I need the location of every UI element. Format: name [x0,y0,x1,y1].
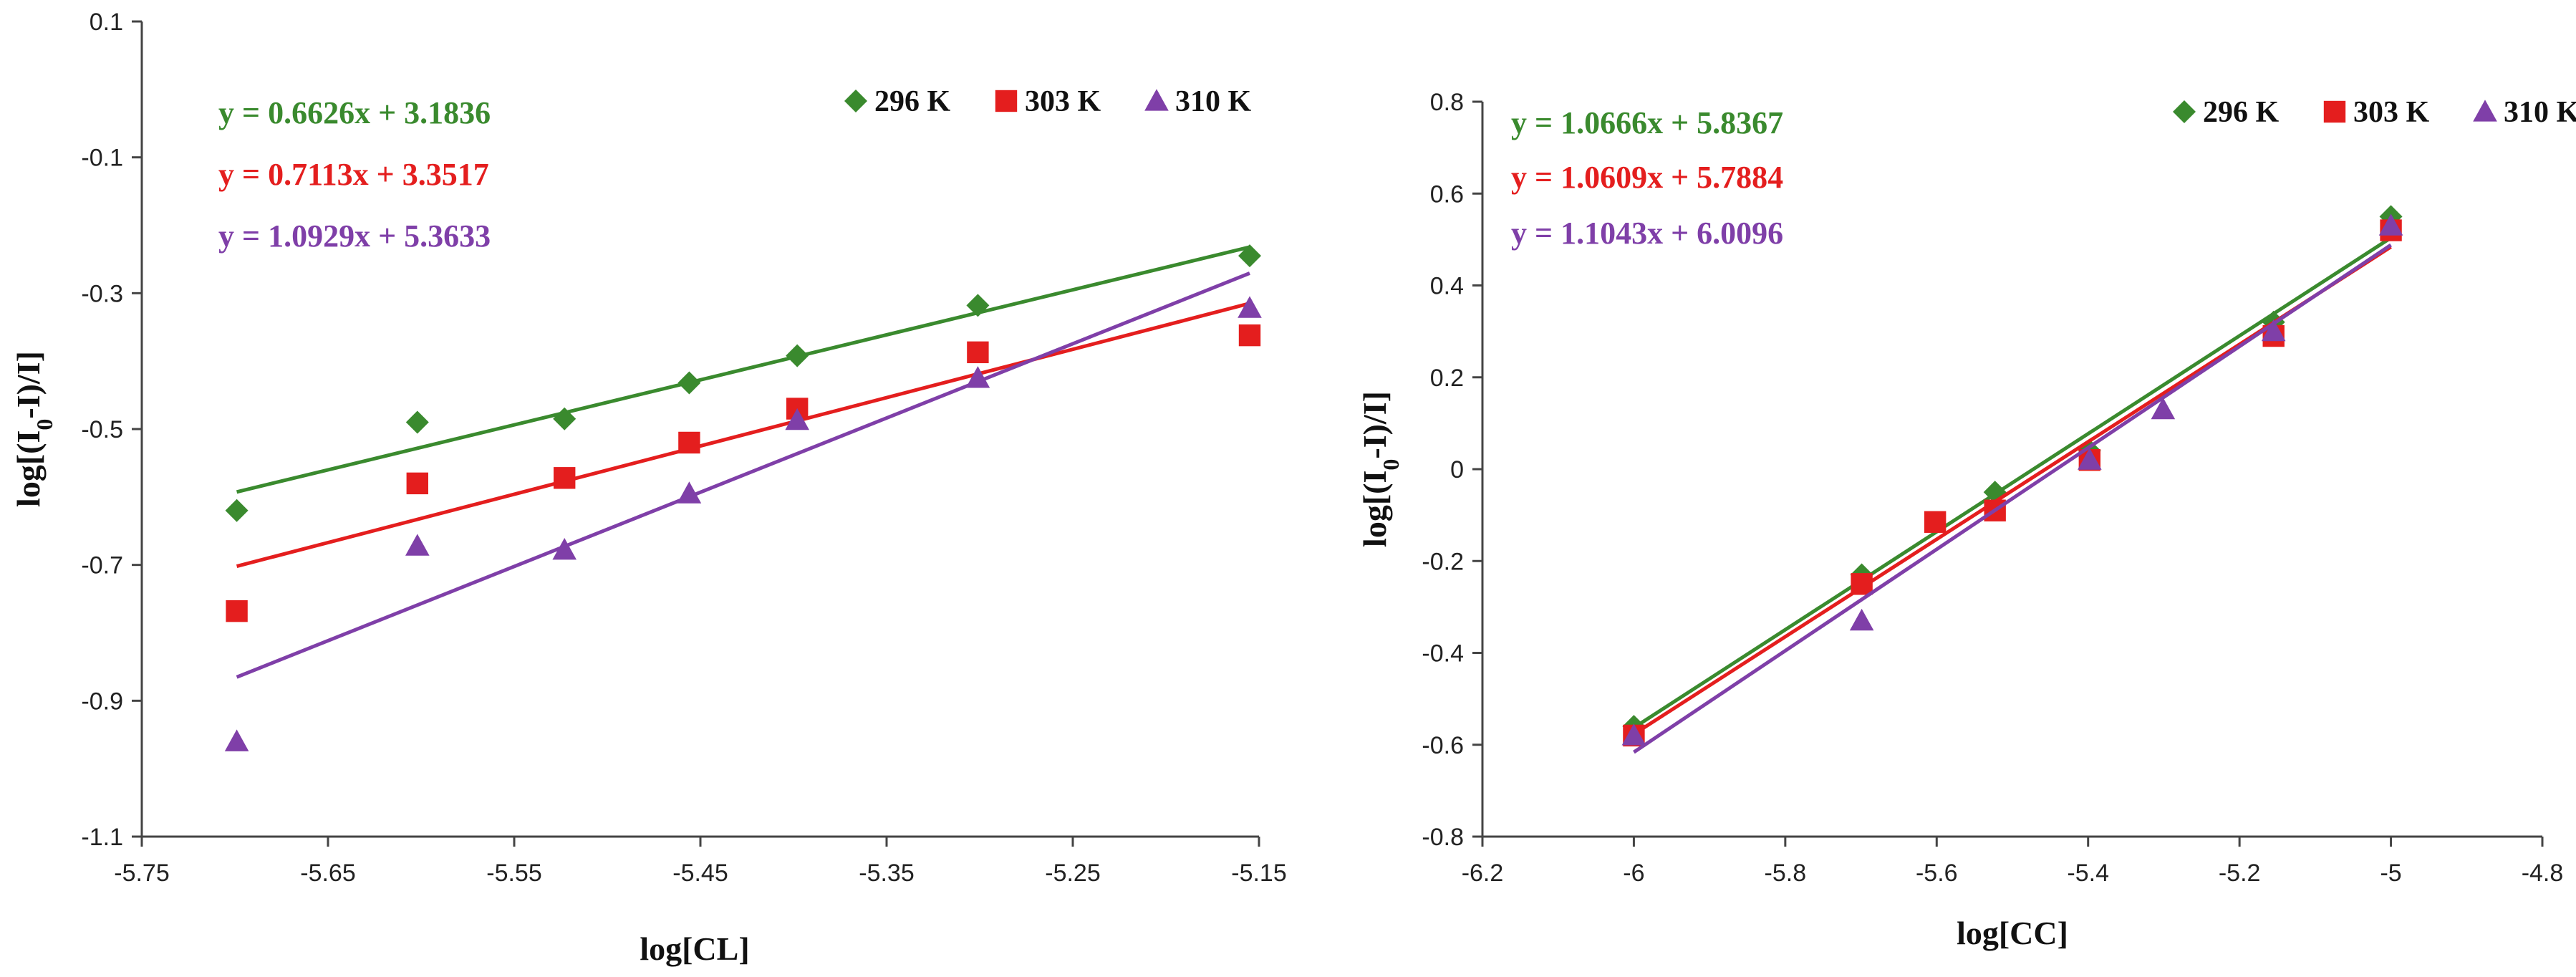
y-axis-label: log[(I0-I)/I] [1356,391,1404,547]
legend-label: 310 K [2504,96,2576,129]
y-tick-label: 0.6 [1430,181,1464,208]
x-tick-label: -5.4 [2067,860,2109,887]
data-point-triangle [405,534,430,556]
data-point-triangle [224,729,249,751]
legend-label: 303 K [2353,96,2430,129]
trendline-diamond [236,245,1250,494]
trendline-triangle [236,271,1250,679]
x-tick-label: -5 [2380,860,2401,887]
legend-label: 303 K [1025,85,1101,118]
data-point-triangle [1238,296,1262,318]
data-point-square [1924,511,1947,533]
data-point-triangle [785,408,809,430]
y-tick-label: 0.4 [1430,273,1464,300]
data-point-triangle [965,366,990,388]
data-point-triangle [677,481,702,504]
y-tick-label: -0.3 [81,280,123,307]
x-tick-label: -5.2 [2219,860,2261,887]
data-point-triangle [1621,723,1646,746]
y-axis-label-part: -I)/I] [1356,391,1393,459]
data-point-triangle [2261,319,2286,342]
legend-marker-diamond [844,90,867,112]
x-tick-label: -5.75 [114,860,170,887]
x-axis-label: log[CC] [1957,915,2068,951]
data-point-square [1238,324,1261,347]
x-tick-label: -5.35 [859,860,915,887]
y-tick-label: 0.8 [1430,89,1464,116]
chart-right-cc: -0.8 -0.6 -0.4 -0.2 0 0.2 0.4 0.6 0.8 -6.2 -6 -5.8 -… [1356,89,2576,951]
data-point-square [1851,573,1873,595]
trendline-equation: y = 1.0666x + 5.8367 [1511,105,1783,140]
x-tick-label: -5.15 [1231,860,1287,887]
data-point-square [554,467,576,489]
data-point-diamond [225,499,249,522]
data-point-diamond [966,294,990,317]
y-tick-label: 0.1 [90,9,123,36]
y-axis-label-part: log[(I [10,430,47,507]
y-tick-label: -0.1 [81,145,123,172]
trendline-equation: y = 0.7113x + 3.3517 [218,157,489,192]
data-point-diamond [1238,244,1261,268]
data-point-square [967,341,989,364]
legend-label: 310 K [1175,85,1252,118]
x-tick-label: -5.65 [300,860,356,887]
legend-marker-square [995,90,1018,112]
y-tick-label: 0.2 [1430,365,1464,392]
legend-marker-square [2323,100,2346,123]
legend-label: 296 K [874,85,951,118]
data-point-triangle [2378,213,2403,236]
y-tick-label: 0 [1450,456,1464,483]
y-tick-label: -0.5 [81,416,123,443]
x-tick-label: -6 [1623,860,1644,887]
y-tick-label: -0.6 [1422,732,1464,759]
x-axis-label: log[CL] [640,930,749,967]
legend-marker-triangle [1144,89,1169,111]
data-point-diamond [677,371,701,395]
data-point-triangle [2078,448,2102,470]
x-tick-label: -5.8 [1765,860,1807,887]
trendline-square [236,302,1250,568]
data-point-square [406,472,428,495]
y-tick-label: -0.2 [1422,548,1464,575]
data-point-triangle [552,538,577,560]
y-tick-label: -1.1 [81,824,123,851]
x-tick-label: -5.6 [1916,860,1958,887]
y-axis-label-part: -I)/I] [10,351,47,419]
legend-marker-triangle [2473,100,2497,122]
legend-label: 296 K [2203,96,2280,129]
data-point-diamond [553,407,577,430]
x-tick-label: -6.2 [1462,860,1504,887]
legend-marker-diamond [2173,100,2196,123]
chart-left-cl: -1.1 -0.9 -0.7 -0.5 -0.3 -0.1 0.1 -5.75 -5.65 -5.… [10,9,1287,967]
trendline-equation: y = 1.0609x + 5.7884 [1511,160,1783,195]
data-point-triangle [2151,397,2176,420]
x-tick-label: -5.55 [486,860,542,887]
trendline-triangle [1633,243,2392,754]
trendline-equation: y = 1.1043x + 6.0096 [1511,216,1783,251]
data-point-square [678,431,700,454]
y-axis-label-part: log[(I [1356,471,1393,547]
y-axis-label-subscript: 0 [1378,459,1404,471]
data-point-triangle [1849,608,1874,631]
x-tick-label: -5.25 [1045,860,1101,887]
y-axis-label-subscript: 0 [32,419,57,430]
data-point-square [226,600,248,622]
data-point-diamond [786,344,809,367]
y-tick-label: -0.8 [1422,824,1464,851]
data-point-diamond [405,410,429,434]
x-tick-label: -5.45 [672,860,728,887]
x-tick-label: -4.8 [2522,860,2564,887]
trendline-diamond [1633,236,2392,730]
y-axis-label: log[(I0-I)/I] [10,351,57,507]
y-tick-label: -0.4 [1422,640,1464,668]
trendline-equation: y = 1.0929x + 5.3633 [218,218,491,254]
trendline-equation: y = 0.6626x + 3.1836 [218,95,491,130]
y-tick-label: -0.9 [81,688,123,715]
y-tick-label: -0.7 [81,552,123,579]
